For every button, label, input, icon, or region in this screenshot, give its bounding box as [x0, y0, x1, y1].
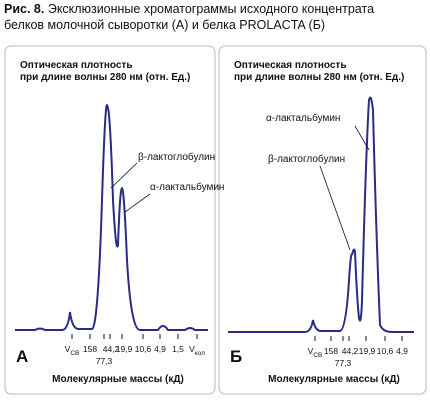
panel-letter: Б [230, 347, 242, 366]
tick-label: 77,3 [335, 358, 352, 368]
tick-sub: кол [195, 350, 205, 357]
tick-main: V [189, 344, 195, 354]
caption-label: Рис. 8. [4, 2, 44, 16]
panel-letter: А [16, 347, 28, 366]
tick-label: VСВ [308, 346, 323, 359]
caption-line: Рис. 8. Эксклюзионные хроматограммы исхо… [4, 2, 374, 16]
leader-line [124, 193, 151, 213]
tick-label: 44,2 [342, 346, 359, 356]
y-label: при длине волны 280 нм (отн. Ед.) [234, 72, 404, 83]
caption-text: белков молочной сыворотки (А) и белка PR… [4, 18, 325, 32]
tick-label: 77,3 [96, 356, 113, 366]
chromatogram [228, 96, 414, 333]
leader-line [354, 125, 370, 151]
tick-label: Vкол [189, 344, 205, 357]
leader-line [319, 165, 351, 251]
tick-label: 4,9 [396, 346, 408, 356]
tick-label: 10,6 [135, 344, 152, 354]
tick-label: 10,6 [377, 346, 394, 356]
panel-frame [218, 45, 427, 395]
x-label: Молекулярные массы (кД) [52, 374, 184, 385]
tick-label: 19,9 [359, 346, 376, 356]
y-label: Оптическая плотность [20, 60, 132, 71]
tick-label: 158 [324, 346, 338, 356]
tick-label: VСВ [65, 344, 80, 357]
peak-label: α-лактальбумин [266, 112, 340, 124]
tick-sub: СВ [70, 350, 79, 357]
tick-label: 1,5 [172, 344, 184, 354]
tick-label: 44,2 [103, 344, 120, 354]
tick-label: 158 [83, 344, 97, 354]
tick-label: 19,9 [116, 344, 133, 354]
tick-sub: СВ [313, 352, 322, 359]
y-label: Оптическая плотность [234, 60, 346, 71]
peak-label: β-лактоглобулин [268, 153, 345, 165]
panel-frame [4, 45, 216, 395]
y-label: при длине волны 280 нм (отн. Ед.) [20, 72, 190, 83]
x-label: Молекулярные массы (кД) [268, 374, 400, 385]
chromatogram [15, 103, 208, 331]
peak-label: α-лактальбумин [150, 181, 224, 193]
tick-main: V [65, 344, 71, 354]
caption-text: Эксклюзионные хроматограммы исходного ко… [48, 2, 374, 16]
leader-line [110, 162, 138, 189]
ticks [314, 336, 403, 341]
peak-label: β-лактоглобулин [138, 151, 215, 163]
ticks [71, 334, 198, 339]
tick-label: 4,9 [154, 344, 166, 354]
tick-main: V [308, 346, 314, 356]
